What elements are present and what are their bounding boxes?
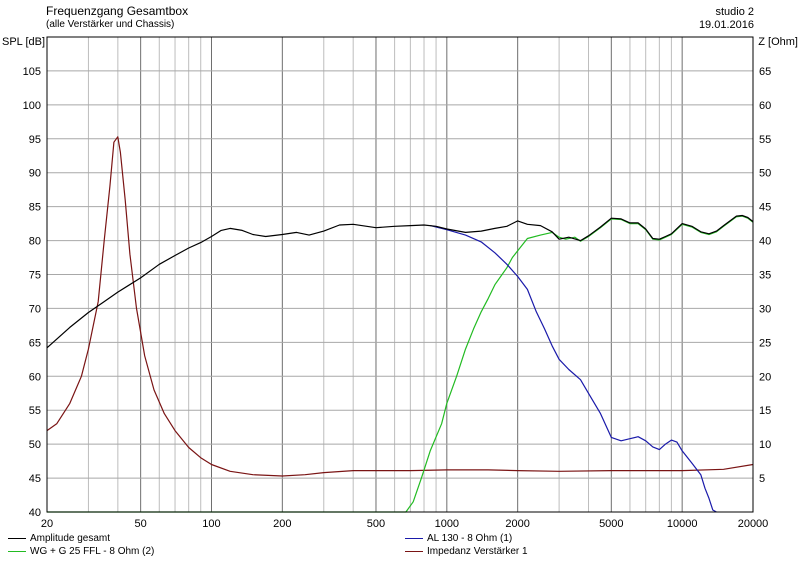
y-tick-label: 105: [23, 66, 41, 78]
legend-label: AL 130 - 8 Ohm (1): [427, 533, 513, 544]
date-label: 19.01.2016: [698, 19, 754, 31]
legend-swatch: [8, 538, 26, 539]
y-tick-label: 40: [29, 507, 41, 519]
series-line-3: [46, 136, 754, 477]
y-tick-label: 100: [23, 100, 41, 112]
y2-tick-label: 25: [759, 337, 771, 349]
plot-frame: [46, 36, 754, 513]
x-tick-label: 2000: [505, 518, 529, 530]
x-tick-label: 20: [41, 518, 53, 530]
legend-swatch: [405, 551, 423, 552]
legend-item: Amplitude gesamt: [8, 533, 110, 544]
y-tick-label: 75: [29, 270, 41, 282]
y2-tick-label: 50: [759, 168, 771, 180]
y2-tick-label: 35: [759, 270, 771, 282]
y2-tick-label: 20: [759, 371, 771, 383]
y-axis-right-label: Z [Ohm]: [758, 36, 798, 48]
studio-label: studio 2: [715, 6, 754, 18]
y-tick-label: 60: [29, 371, 41, 383]
legend-item: WG + G 25 FFL - 8 Ohm (2): [8, 546, 154, 557]
y2-tick-label: 45: [759, 202, 771, 214]
series-line-2: [430, 225, 717, 513]
y-tick-label: 95: [29, 134, 41, 146]
y2-tick-label: 40: [759, 236, 771, 248]
x-tick-label: 10000: [667, 518, 698, 530]
x-tick-label: 100: [202, 518, 220, 530]
legend-swatch: [8, 551, 26, 552]
y-tick-label: 80: [29, 236, 41, 248]
y-tick-label: 50: [29, 439, 41, 451]
x-tick-label: 1000: [435, 518, 459, 530]
y-tick-label: 45: [29, 473, 41, 485]
legend-label: WG + G 25 FFL - 8 Ohm (2): [30, 546, 155, 557]
y-tick-label: 70: [29, 303, 41, 315]
y2-tick-label: 15: [759, 405, 771, 417]
y2-tick-label: 65: [759, 66, 771, 78]
y-tick-label: 65: [29, 337, 41, 349]
y2-tick-label: 10: [759, 439, 771, 451]
y-tick-label: 55: [29, 405, 41, 417]
chart-subtitle: (alle Verstärker und Chassis): [46, 19, 175, 30]
chart-title: Frequenzgang Gesamtbox: [46, 4, 189, 18]
y2-tick-label: 60: [759, 100, 771, 112]
x-tick-label: 50: [135, 518, 147, 530]
legend-label: Impedanz Verstärker 1: [427, 546, 528, 557]
series-lines: [46, 136, 754, 513]
y2-tick-label: 30: [759, 303, 771, 315]
x-tick-label: 200: [273, 518, 291, 530]
x-tick-label: 20000: [738, 518, 769, 530]
series-line-0: [46, 214, 754, 349]
tick-labels: 20 50 100 200 500 1000 2000 5000 10000 20000 40 45 5…: [23, 66, 772, 530]
legend-item: Impedanz Verstärker 1: [405, 546, 528, 557]
y2-tick-label: 5: [759, 473, 765, 485]
x-tick-label: 5000: [599, 518, 623, 530]
y-tick-label: 90: [29, 168, 41, 180]
y2-tick-label: 55: [759, 134, 771, 146]
y-axis-left-label: SPL [dB]: [2, 36, 46, 48]
legend-item: AL 130 - 8 Ohm (1): [405, 533, 512, 544]
legend-swatch: [405, 538, 423, 539]
y-tick-label: 85: [29, 202, 41, 214]
x-tick-label: 500: [367, 518, 385, 530]
legend-label: Amplitude gesamt: [30, 533, 111, 544]
